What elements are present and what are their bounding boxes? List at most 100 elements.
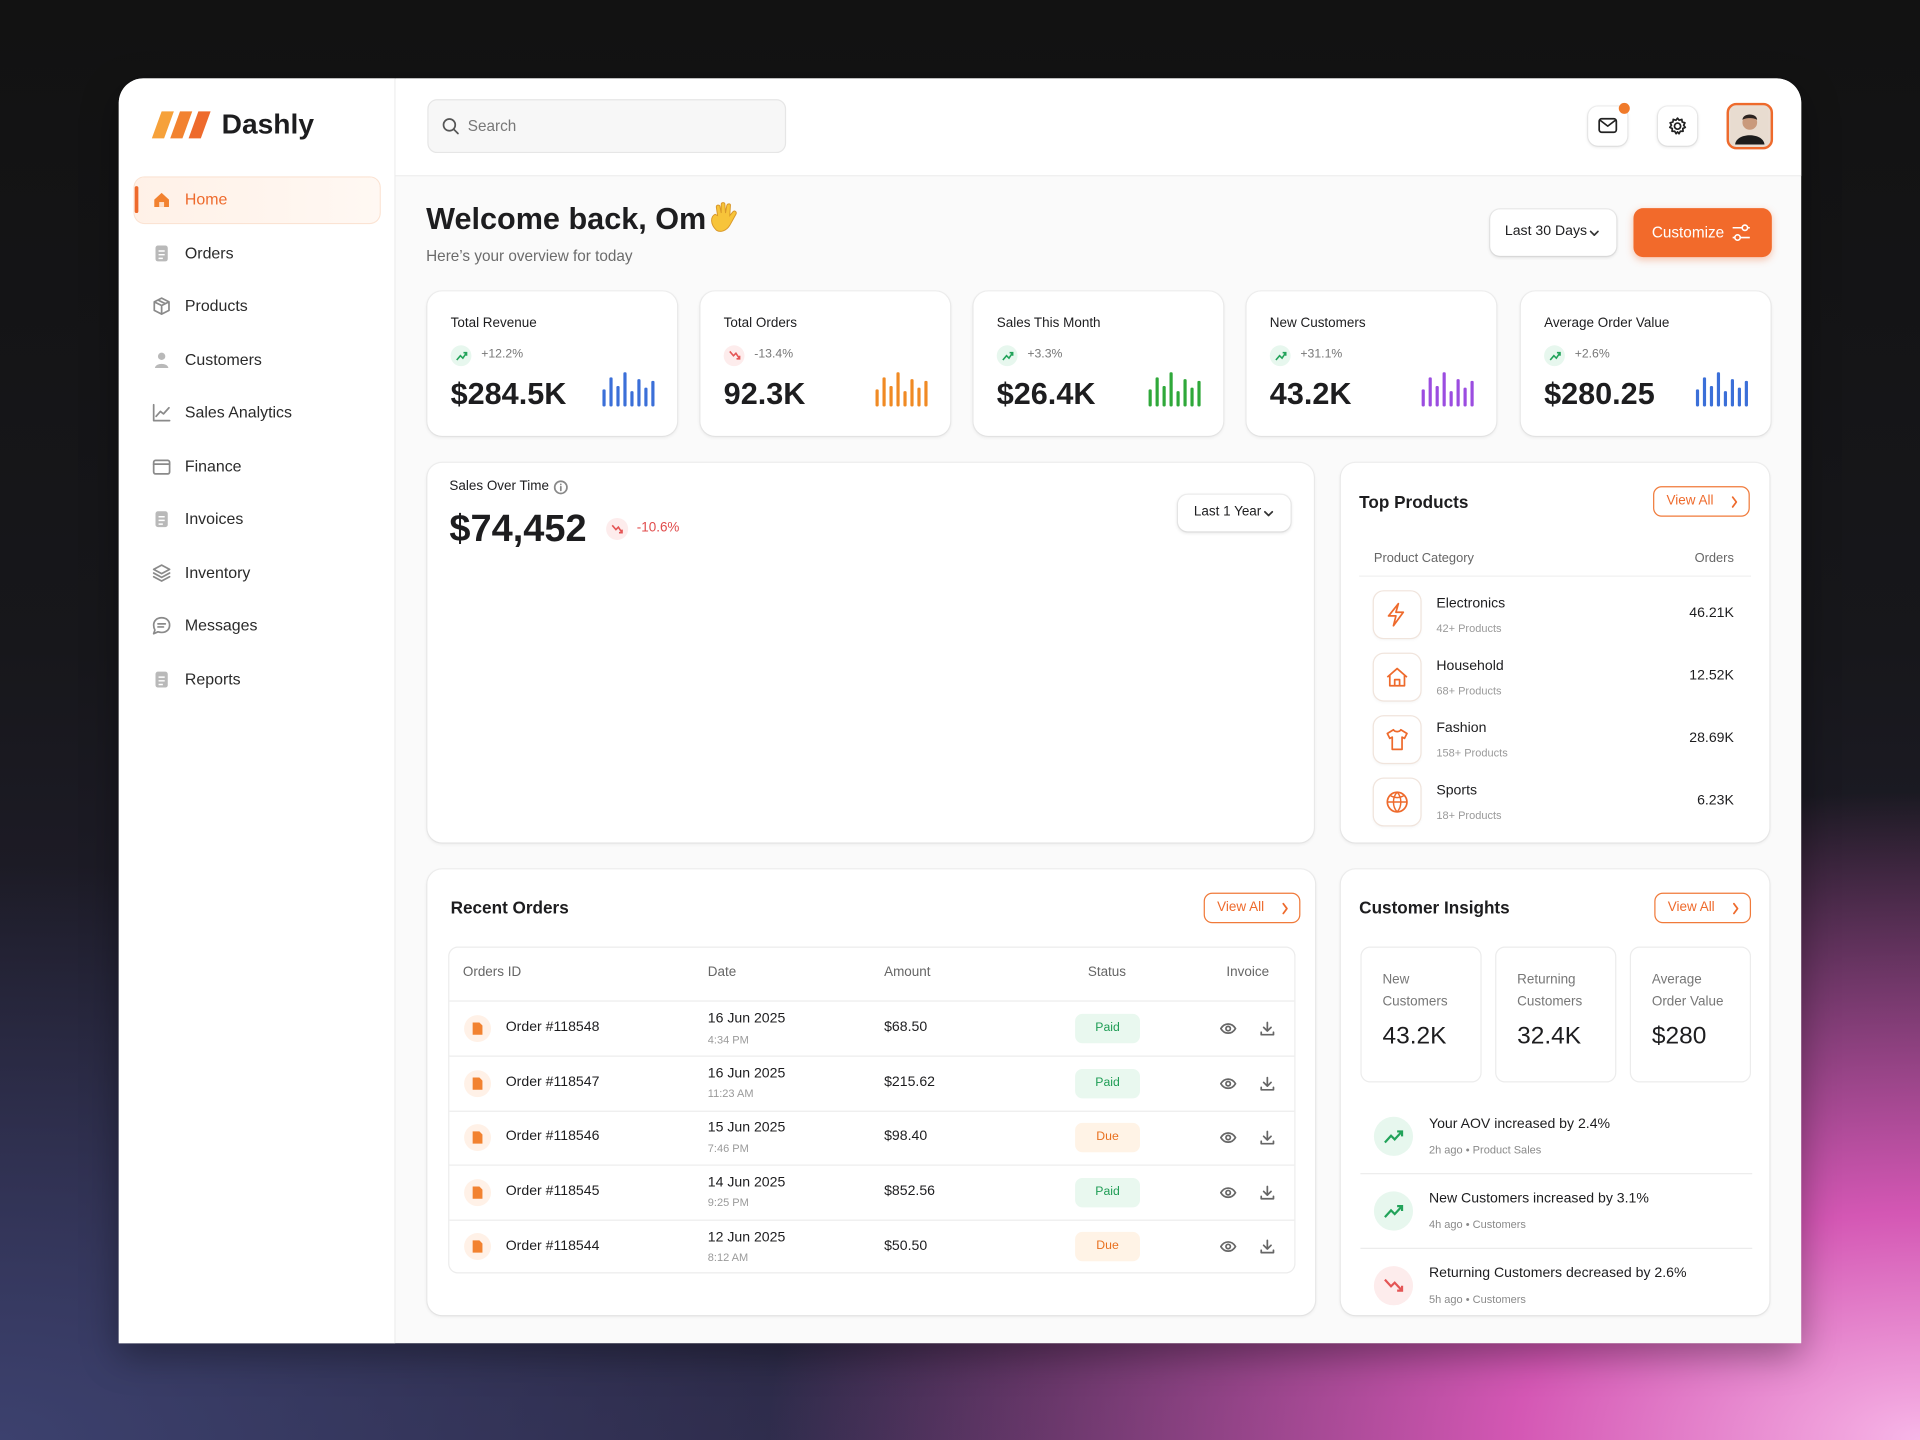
download-icon[interactable] [1260,1240,1275,1255]
icon-part [903,391,907,407]
customize-label[interactable]: Customize [1651,223,1725,241]
nav-item[interactable]: Home [184,190,228,209]
status-label: Paid [1095,1075,1120,1090]
icon-part [158,676,165,686]
status-badge [1076,1178,1139,1206]
date-filter-label[interactable]: Last 30 Days [1504,224,1588,239]
divider [449,1055,1295,1057]
order-time: 8:12 AM [707,1251,749,1264]
feed-arrow [1384,1278,1404,1292]
icon-part [1716,372,1721,407]
column-header: Product Category [1373,550,1474,566]
card-title: Recent Orders [450,897,569,917]
nav-item[interactable]: Messages [184,616,258,635]
icon-part [875,389,879,407]
icon-part [472,1022,483,1035]
kpi-change: -13.4% [754,347,794,362]
icon-part [452,128,459,135]
nav-item[interactable]: Reports [184,670,241,689]
mail-icon [1598,117,1618,134]
nav-item[interactable]: Finance [184,456,242,476]
icon-part [1225,1189,1232,1196]
settings-button[interactable] [1657,106,1698,146]
view-all-label[interactable]: View All [1667,899,1715,915]
nav-item[interactable]: Customers [184,350,262,369]
product-sub: 158+ Products [1436,746,1508,759]
card-title: Top Products [1359,491,1469,512]
kpi-sparkline [602,372,655,407]
download-icon[interactable] [1260,1185,1275,1200]
stat-box [1360,946,1482,1083]
feed-text: New Customers increased by 3.1% [1428,1191,1649,1207]
icon-part [1155,377,1159,407]
icon-part [616,385,620,407]
logo-mark [151,111,211,139]
icon-part [1733,902,1739,914]
nav-active-bg[interactable] [134,177,380,223]
nav-item[interactable]: Orders [184,243,234,263]
download-icon[interactable] [1260,1130,1275,1145]
icon-part [1275,351,1287,361]
kpi-change: +31.1% [1300,347,1343,362]
order-time: 11:23 AM [707,1087,754,1100]
stat-value: 43.2K [1382,1022,1447,1050]
date-filter[interactable] [1490,209,1617,256]
order-id: Order #118546 [505,1129,600,1145]
column-header: Invoice [1226,965,1270,981]
view-icon[interactable] [1219,1132,1237,1144]
icon-part [442,118,457,132]
icon-part [1260,1240,1275,1254]
view-icon[interactable] [1219,1077,1237,1089]
icon-part [651,380,655,407]
icon-part [1176,391,1180,407]
product-name: Fashion [1436,721,1487,737]
product-icon [1386,728,1408,751]
view-all-button[interactable] [1653,486,1750,517]
kpi-value: 43.2K [1269,377,1352,412]
nav-item[interactable]: Invoices [184,509,244,528]
order-date: 16 Jun 2025 [707,1011,786,1027]
icon-part [152,459,171,475]
download-icon[interactable] [1260,1076,1275,1091]
view-all-label[interactable]: View All [1666,493,1714,509]
product-sub: 18+ Products [1436,808,1502,822]
view-icon[interactable] [1219,1241,1237,1253]
feed-arrow [1384,1205,1404,1218]
icon-part [602,389,606,407]
icon-part [152,403,171,422]
icon-part [1428,377,1432,407]
nav-item[interactable]: Inventory [184,563,251,582]
trend-arrow [1275,351,1287,361]
feed-text: Your AOV increased by 2.4% [1428,1116,1611,1132]
icon-part [1225,1080,1232,1087]
nav-item[interactable]: Products [184,296,248,315]
icon-part [1162,385,1166,407]
customize-button[interactable] [1633,208,1772,258]
view-icon[interactable] [1219,1022,1237,1035]
view-all-button[interactable] [1654,892,1752,924]
icon-part [882,377,886,407]
icon-part [1260,1021,1275,1036]
view-all-label[interactable]: View All [1217,899,1265,915]
trend-arrow [611,524,623,534]
search-box[interactable] [427,99,787,154]
nav-item[interactable]: Sales Analytics [184,403,292,422]
range-filter-label[interactable]: Last 1 Year [1193,504,1262,520]
icon-part [1225,1025,1232,1032]
logo-stripe [151,111,174,139]
download-icon[interactable] [1260,1021,1275,1036]
view-all-button[interactable] [1203,892,1301,924]
order-date: 14 Jun 2025 [707,1175,786,1191]
wave-emoji [711,202,737,232]
stat-value: 32.4K [1517,1022,1582,1050]
orders-table [448,946,1296,1274]
icon-part [1225,1243,1232,1251]
divider [1359,575,1752,577]
product-sub: 42+ Products [1436,621,1502,634]
view-icon[interactable] [1219,1186,1237,1198]
stat-label: Returning Customers [1517,972,1583,1009]
feed-icon-bg [1373,1266,1414,1306]
kpi-label: Total Orders [723,316,798,332]
